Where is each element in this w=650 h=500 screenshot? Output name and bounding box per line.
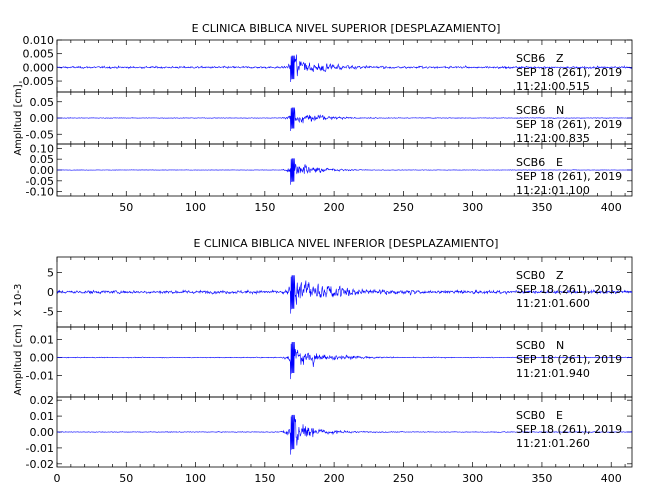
y-tick-label-0-2-3: -0.05 bbox=[26, 175, 54, 188]
x-tick-label-0-4: 250 bbox=[393, 201, 414, 214]
station-label-0-0: SCB6 bbox=[516, 52, 545, 65]
x-tick-label-0-1: 100 bbox=[185, 201, 206, 214]
y-tick-label-0-0-1: 0.005 bbox=[23, 48, 55, 61]
component-label-0-1: N bbox=[556, 104, 564, 117]
y-tick-label-1-1-2: -0.01 bbox=[26, 369, 54, 382]
component-label-1-2: E bbox=[556, 409, 563, 422]
y-tick-label-0-2-0: 0.10 bbox=[30, 142, 55, 155]
y-tick-label-0-1-1: 0.00 bbox=[30, 112, 55, 125]
y-tick-label-1-0-1: 0 bbox=[47, 286, 54, 299]
y-tick-label-1-2-0: 0.02 bbox=[30, 394, 55, 407]
y-tick-label-1-1-1: 0.00 bbox=[30, 352, 55, 365]
x-tick-label-0-5: 300 bbox=[462, 201, 483, 214]
station-label-0-2: SCB6 bbox=[516, 156, 545, 169]
y-tick-label-0-1-0: 0.05 bbox=[30, 96, 55, 109]
y-tick-label-1-1-0: 0.01 bbox=[30, 334, 55, 347]
bottom-scale-label: X 10-3 bbox=[13, 284, 24, 317]
waveform-trace-0-1 bbox=[56, 107, 633, 132]
top-y-axis-label: Amplitud [cm] bbox=[13, 84, 24, 155]
x-tick-label-0-0: 50 bbox=[119, 201, 133, 214]
x-tick-label-0-2: 150 bbox=[254, 201, 275, 214]
time-label-1-1: 11:21:01.940 bbox=[516, 367, 590, 380]
y-tick-label-0-2-4: -0.10 bbox=[26, 186, 54, 199]
x-tick-label-1-6: 300 bbox=[462, 472, 483, 485]
date-label-1-0: SEP 18 (261), 2019 bbox=[516, 283, 622, 296]
station-label-0-1: SCB6 bbox=[516, 104, 545, 117]
y-tick-label-0-0-0: 0.010 bbox=[23, 34, 55, 47]
component-label-0-2: E bbox=[556, 156, 563, 169]
y-tick-label-0-0-3: -0.005 bbox=[19, 75, 54, 88]
waveform-trace-0-2 bbox=[56, 158, 633, 185]
x-tick-label-0-3: 200 bbox=[324, 201, 345, 214]
bottom-chart-title: E CLINICA BIBLICA NIVEL INFERIOR [DESPLA… bbox=[194, 237, 499, 250]
x-tick-label-1-2: 100 bbox=[185, 472, 206, 485]
y-tick-label-1-2-2: 0.00 bbox=[30, 426, 55, 439]
time-label-0-1: 11:21:00.835 bbox=[516, 132, 590, 145]
date-label-0-0: SEP 18 (261), 2019 bbox=[516, 66, 622, 79]
x-tick-label-1-5: 250 bbox=[393, 472, 414, 485]
time-label-1-0: 11:21:01.600 bbox=[516, 297, 590, 310]
x-tick-label-1-7: 350 bbox=[531, 472, 552, 485]
top-chart-title: E CLINICA BIBLICA NIVEL SUPERIOR [DESPLA… bbox=[192, 22, 501, 35]
bottom-y-axis-label: Amplitud [cm] bbox=[13, 324, 24, 395]
x-tick-label-1-4: 200 bbox=[324, 472, 345, 485]
y-tick-label-0-0-2: 0.000 bbox=[23, 61, 55, 74]
x-tick-label-1-1: 50 bbox=[119, 472, 133, 485]
y-tick-label-1-2-1: 0.01 bbox=[30, 410, 55, 423]
y-tick-label-0-2-1: 0.05 bbox=[30, 153, 55, 166]
component-label-1-0: Z bbox=[556, 269, 564, 282]
waveform-trace-1-2 bbox=[56, 414, 633, 455]
y-tick-label-1-2-4: -0.02 bbox=[26, 458, 54, 471]
waveform-trace-1-1 bbox=[56, 342, 633, 380]
x-tick-label-0-6: 350 bbox=[531, 201, 552, 214]
component-label-0-0: Z bbox=[556, 52, 564, 65]
y-tick-label-1-0-0: 5 bbox=[47, 267, 54, 280]
x-tick-label-1-8: 400 bbox=[601, 472, 622, 485]
waveform-trace-0-0 bbox=[57, 54, 633, 83]
date-label-0-2: SEP 18 (261), 2019 bbox=[516, 170, 622, 183]
station-label-1-1: SCB0 bbox=[516, 339, 545, 352]
date-label-1-2: SEP 18 (261), 2019 bbox=[516, 423, 622, 436]
time-label-0-0: 11:21:00.515 bbox=[516, 80, 590, 93]
y-tick-label-0-2-2: 0.00 bbox=[30, 164, 55, 177]
time-label-1-2: 11:21:01.260 bbox=[516, 437, 590, 450]
x-tick-label-1-0: 0 bbox=[54, 472, 61, 485]
component-label-1-1: N bbox=[556, 339, 564, 352]
station-label-1-0: SCB0 bbox=[516, 269, 545, 282]
time-label-0-2: 11:21:01.100 bbox=[516, 184, 590, 197]
y-tick-label-1-0-2: -5 bbox=[43, 305, 54, 318]
waveform-trace-1-0 bbox=[56, 275, 633, 314]
date-label-1-1: SEP 18 (261), 2019 bbox=[516, 353, 622, 366]
station-label-1-2: SCB0 bbox=[516, 409, 545, 422]
y-tick-label-1-2-3: -0.01 bbox=[26, 442, 54, 455]
date-label-0-1: SEP 18 (261), 2019 bbox=[516, 118, 622, 131]
y-tick-label-0-1-2: -0.05 bbox=[26, 128, 54, 141]
x-tick-label-0-7: 400 bbox=[601, 201, 622, 214]
x-tick-label-1-3: 150 bbox=[254, 472, 275, 485]
